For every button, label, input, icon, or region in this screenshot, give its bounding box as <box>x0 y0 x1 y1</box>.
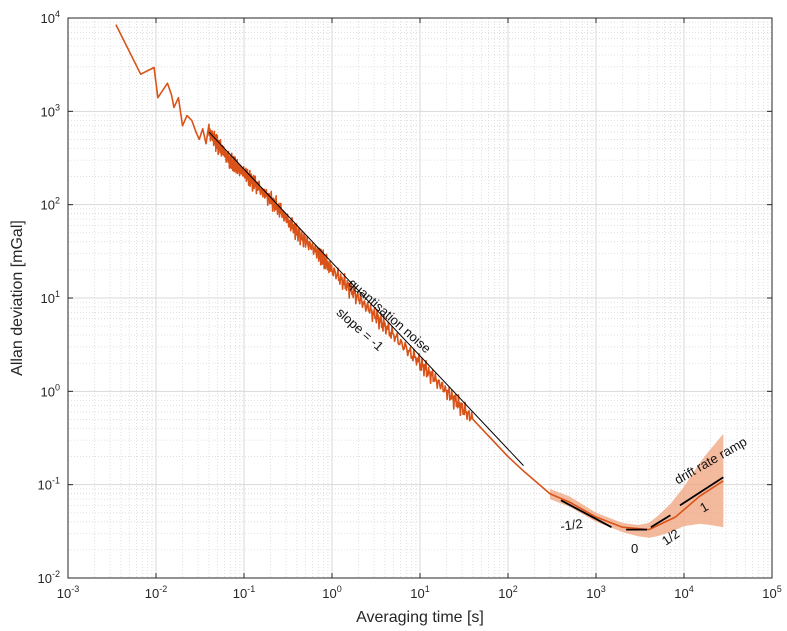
y-tick-label: 100 <box>41 382 60 399</box>
fit-line-segment <box>560 499 612 529</box>
x-tick-label: 10-1 <box>233 584 255 601</box>
confidence-band <box>549 433 724 538</box>
annotation-label: -1/2 <box>559 516 583 534</box>
x-tick-label: 101 <box>410 584 429 601</box>
grid-lines <box>67 18 772 579</box>
x-tick-label: 104 <box>674 584 693 601</box>
x-tick-label: 10-3 <box>57 584 79 601</box>
y-tick-label: 101 <box>41 289 60 306</box>
x-tick-label: 10-2 <box>145 584 167 601</box>
x-axis-label: Averaging time [s] <box>356 609 484 626</box>
fit-lines-layer <box>208 131 724 531</box>
x-tick-label: 102 <box>498 584 517 601</box>
y-tick-label: 104 <box>41 9 60 26</box>
y-tick-label: 10-2 <box>38 569 60 586</box>
y-tick-label: 103 <box>41 102 60 119</box>
y-tick-label: 10-1 <box>38 476 60 493</box>
x-tick-label: 105 <box>762 584 781 601</box>
axis-ticks: 10-3 10-2 10-1 100 101 102 103 104 10510-210-110… <box>38 9 782 601</box>
fit-line-segment <box>208 131 524 466</box>
measured-series-layer <box>115 24 724 531</box>
x-tick-label: 100 <box>322 584 341 601</box>
fit-line-segment <box>679 476 724 507</box>
confidence-band-layer <box>549 433 724 538</box>
y-axis-label: Allan deviation [mGal] <box>9 220 26 376</box>
x-tick-label: 103 <box>586 584 605 601</box>
annotation-label: 0 <box>631 541 638 556</box>
fit-line-segment <box>650 514 671 528</box>
measured-allan-deviation-line <box>115 24 724 531</box>
y-tick-label: 102 <box>41 196 60 213</box>
